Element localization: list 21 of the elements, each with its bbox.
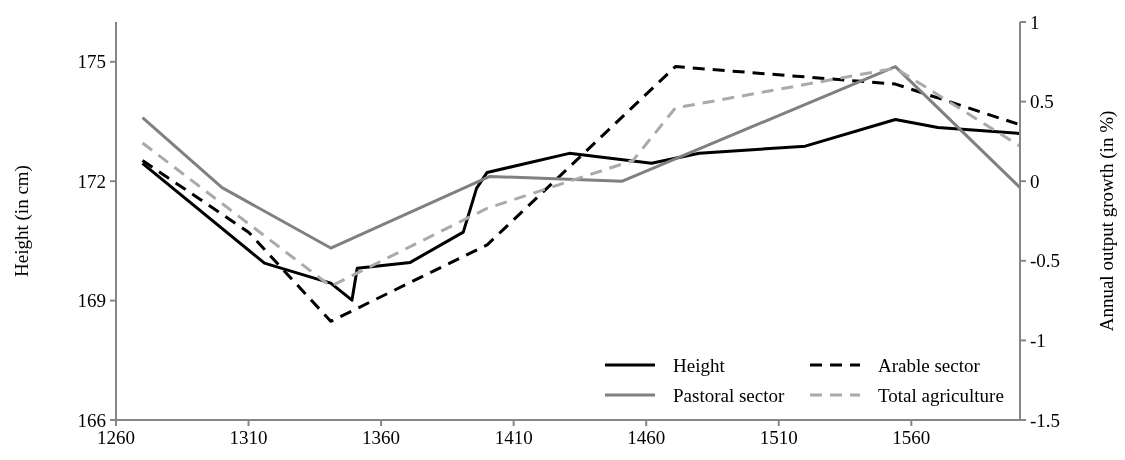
- x-tick-label: 1310: [229, 427, 268, 448]
- y-axis-title: Height (in cm): [11, 165, 33, 277]
- y2-tick-label: -0.5: [1030, 250, 1061, 272]
- y-tick-label: 172: [77, 170, 106, 192]
- y-tick-label: 175: [77, 51, 106, 73]
- x-tick-label: 1360: [362, 427, 401, 448]
- x-tick-label: 1510: [759, 427, 798, 448]
- x-tick-label: 1460: [627, 427, 666, 448]
- y2-tick-label: 1: [1030, 11, 1040, 33]
- y2-tick-label: 0.5: [1030, 91, 1054, 113]
- y2-tick-label: -1.5: [1030, 409, 1061, 431]
- y2-tick-label: 0: [1030, 170, 1040, 192]
- x-tick-label: 1410: [494, 427, 533, 448]
- x-tick-label: 1560: [892, 427, 931, 448]
- legend-label: Total agriculture: [878, 384, 1004, 406]
- legend-label: Pastoral sector: [673, 384, 785, 406]
- y2-tick-label: -1: [1030, 330, 1046, 352]
- y-tick-label: 169: [77, 290, 106, 312]
- legend-label: Arable sector: [878, 354, 981, 376]
- y2-axis-title: Annual output growth (in %): [1096, 110, 1118, 332]
- legend-label: Height: [673, 354, 726, 376]
